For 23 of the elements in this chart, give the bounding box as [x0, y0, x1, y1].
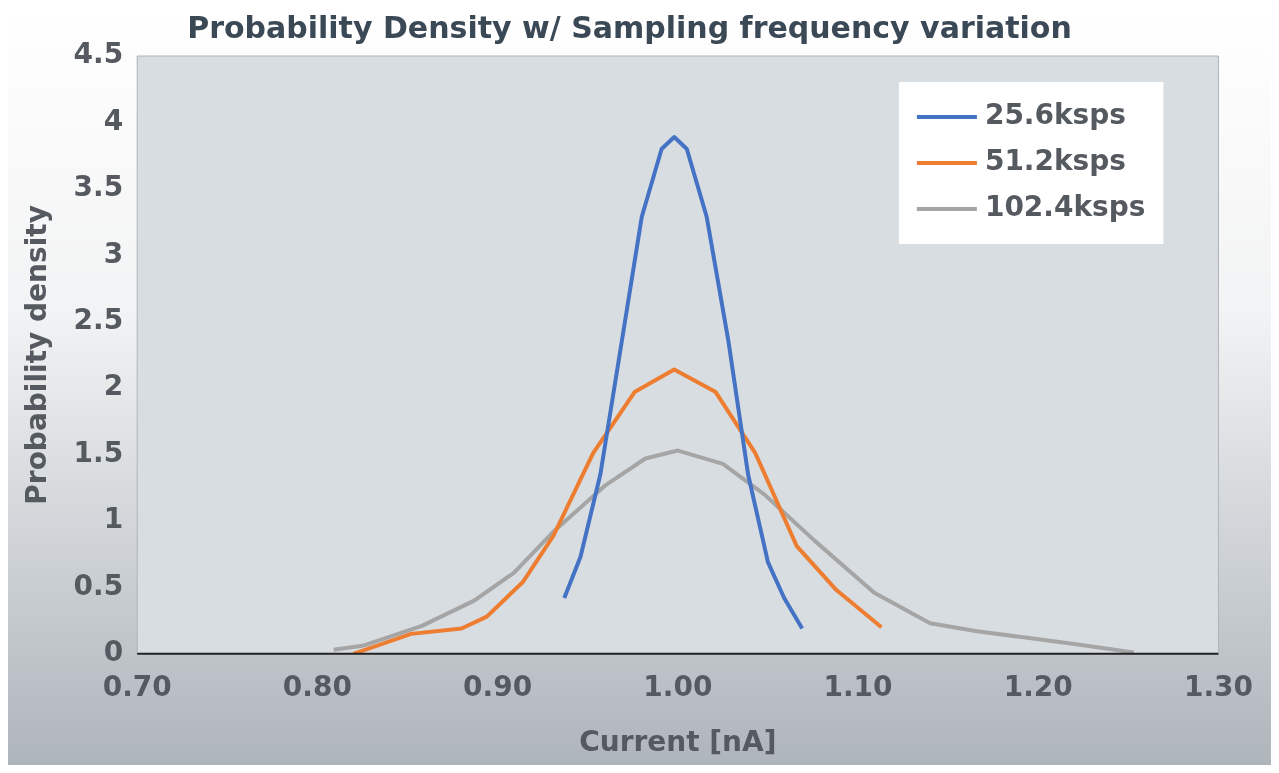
x-tick-label: 0.80	[282, 669, 352, 703]
y-axis-title: Probability density	[20, 205, 54, 505]
y-tick-label: 1	[103, 502, 124, 536]
legend-label: 51.2ksps	[984, 144, 1126, 178]
y-tick-label: 4	[103, 103, 124, 137]
x-tick-label: 1.20	[1003, 669, 1073, 703]
x-tick-label: 1.00	[643, 669, 713, 703]
y-tick-label: 0.5	[73, 568, 124, 602]
y-tick-label: 0	[103, 635, 124, 669]
y-tick-label: 2	[103, 369, 124, 403]
y-tick-label: 1.5	[73, 435, 124, 469]
x-axis-title: Current [nA]	[579, 725, 777, 759]
legend-label: 25.6ksps	[984, 98, 1126, 132]
x-tick-label: 0.70	[102, 669, 172, 703]
y-tick-label: 4.5	[73, 37, 124, 71]
chart-title: Probability Density w/ Sampling frequency variation	[187, 9, 1072, 45]
y-tick-label: 3.5	[73, 170, 124, 204]
x-tick-label: 1.30	[1183, 669, 1253, 703]
x-tick-label: 0.90	[463, 669, 533, 703]
y-tick-label: 2.5	[73, 302, 124, 336]
x-tick-label: 1.10	[823, 669, 893, 703]
y-tick-label: 3	[103, 236, 124, 270]
legend-label: 102.4ksps	[984, 190, 1146, 224]
